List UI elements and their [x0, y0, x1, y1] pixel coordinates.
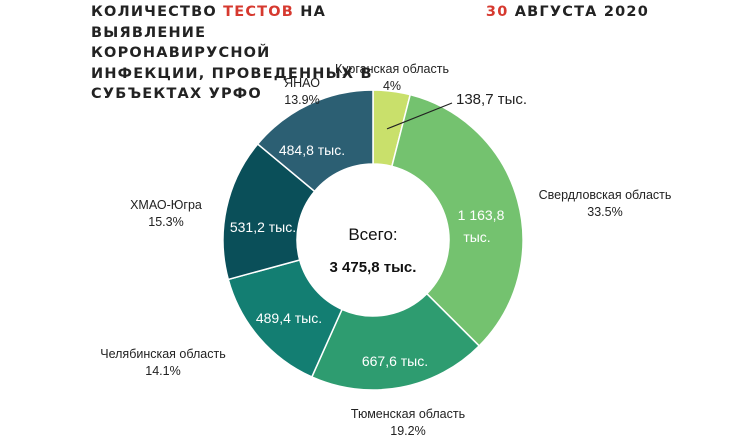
title-suffix: НА ВЫЯВЛЕНИЕ КОРОНАВИРУСНОЙ ИНФЕКЦИИ, ПР… [91, 4, 373, 102]
center-total: 3 475,8 тыс. [330, 259, 417, 276]
slice-category-labels: Курганская область 4% Свердловская область… [100, 62, 671, 438]
slice-value-label: 489,4 тыс. [256, 310, 322, 326]
title-prefix: КОЛИЧЕСТВО [91, 4, 224, 20]
slice-category-label: Курганская область 4% [335, 62, 449, 93]
callout-leader-line [386, 102, 453, 130]
center-title: Всего: [348, 225, 397, 244]
slice-category-label: Челябинская область 14.1% [100, 347, 225, 378]
date-rest: АВГУСТА 2020 [508, 4, 649, 20]
callout-value-label: 138,7 тыс. [456, 91, 527, 108]
donut-hole [297, 164, 449, 316]
slice-value-label: 531,2 тыс. [230, 219, 296, 235]
slice-value-label: 1 163,8 тыс. [458, 207, 505, 245]
donut-slices [222, 89, 524, 391]
chart-date: 30 АВГУСТА 2020 [486, 2, 649, 23]
title-highlight: ТЕСТОВ [223, 4, 295, 20]
slice-category-label: ХМАО-Югра 15.3% [130, 198, 202, 229]
chart-title: КОЛИЧЕСТВО ТЕСТОВ НА ВЫЯВЛЕНИЕ КОРОНАВИР… [91, 2, 391, 105]
slice-category-label: Свердловская область 33.5% [539, 188, 672, 219]
slice-value-labels: 1 163,8 тыс. 667,6 тыс. 489,4 тыс. 531,2 тыс… [230, 142, 505, 369]
slice-value-label: 667,6 тыс. [362, 353, 428, 369]
date-day: 30 [485, 4, 509, 20]
slice-category-label: ЯНАО 13.9% [284, 76, 320, 107]
slice-value-label: 484,8 тыс. [279, 142, 345, 158]
slice-category-label: Тюменская область 19.2% [351, 407, 465, 438]
